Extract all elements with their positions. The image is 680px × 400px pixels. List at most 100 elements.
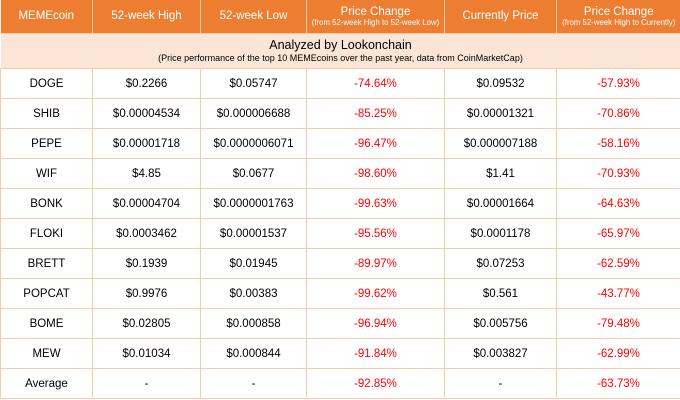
change-high-to-current: -57.93% (556, 68, 680, 99)
change-high-to-low: -74.64% (306, 68, 445, 99)
table-body: DOGE $0.2266 $0.05747 -74.64% $0.09532 -… (0, 68, 680, 399)
col-header-label: Price Change (583, 5, 654, 18)
current-price: $0.003827 (444, 338, 557, 369)
change-high-to-low: -96.94% (306, 308, 445, 339)
change-high-to-low: -98.60% (306, 158, 445, 189)
analysis-note: (Price performance of the top 10 MEMEcoi… (158, 53, 523, 64)
table-row-bome: BOME $0.02805 $0.000858 -96.94% $0.00575… (0, 308, 680, 339)
col-header-sublabel: (from 52-week High to Currently) (562, 17, 676, 27)
table-row-popcat: POPCAT $0.9976 $0.00383 -99.62% $0.561 -… (0, 278, 680, 309)
change-high-to-low: -85.25% (306, 98, 445, 129)
current-price: $1.41 (444, 158, 557, 189)
col-header-label: Price Change (340, 5, 411, 18)
table-row-shib: SHIB $0.00004534 $0.000006688 -85.25% $0… (0, 98, 680, 129)
change-high-to-current: -62.99% (556, 338, 680, 369)
low-value: $0.01945 (200, 248, 307, 279)
current-price: $0.09532 (444, 68, 557, 99)
coin-name: MEW (0, 338, 93, 369)
change-high-to-low: -92.85% (306, 368, 445, 399)
col-header-label: 52-week High (111, 9, 182, 22)
current-price: $0.000007188 (444, 128, 557, 159)
col-header-label: 52-week Low (219, 9, 288, 22)
subtitle-cell: Analyzed by Lookonchain (Price performan… (0, 33, 680, 69)
col-header-sublabel: (from 52-week High to 52-week Low) (311, 17, 440, 27)
coin-name: SHIB (0, 98, 93, 129)
change-high-to-current: -43.77% (556, 278, 680, 309)
high-value: $0.0003462 (92, 218, 201, 249)
current-price: $0.00001321 (444, 98, 557, 129)
coin-name: BRETT (0, 248, 93, 279)
high-value: $0.02805 (92, 308, 201, 339)
low-value: $0.00383 (200, 278, 307, 309)
header-row: MEMEcoin 52-week High 52-week Low Price … (0, 0, 680, 34)
high-value: $4.85 (92, 158, 201, 189)
table-header: MEMEcoin 52-week High 52-week Low Price … (0, 0, 680, 69)
coin-name: POPCAT (0, 278, 93, 309)
col-header-price-change-high-to-currently: Price Change (from 52-week High to Curre… (556, 0, 680, 34)
high-value: $0.01034 (92, 338, 201, 369)
low-value: $0.0000001763 (200, 188, 307, 219)
col-header-52-week-low: 52-week Low (200, 0, 307, 34)
change-high-to-low: -99.62% (306, 278, 445, 309)
table-row-average: Average - - -92.85% - -63.73% (0, 368, 680, 399)
change-high-to-low: -95.56% (306, 218, 445, 249)
change-high-to-current: -63.73% (556, 368, 680, 399)
change-high-to-low: -96.47% (306, 128, 445, 159)
low-value: $0.000858 (200, 308, 307, 339)
change-high-to-current: -62.59% (556, 248, 680, 279)
change-high-to-current: -65.97% (556, 218, 680, 249)
high-value: - (92, 368, 201, 399)
low-value: $0.00001537 (200, 218, 307, 249)
current-price: $0.005756 (444, 308, 557, 339)
change-high-to-current: -58.16% (556, 128, 680, 159)
low-value: $0.000844 (200, 338, 307, 369)
change-high-to-low: -91.84% (306, 338, 445, 369)
high-value: $0.00001718 (92, 128, 201, 159)
table-row-mew: MEW $0.01034 $0.000844 -91.84% $0.003827… (0, 338, 680, 369)
high-value: $0.00004534 (92, 98, 201, 129)
col-header-price-change-high-to-low: Price Change (from 52-week High to 52-we… (306, 0, 445, 34)
col-header-currently-price: Currently Price (444, 0, 557, 34)
current-price: $0.07253 (444, 248, 557, 279)
table-row-doge: DOGE $0.2266 $0.05747 -74.64% $0.09532 -… (0, 68, 680, 99)
change-high-to-current: -64.63% (556, 188, 680, 219)
change-high-to-current: -70.86% (556, 98, 680, 129)
current-price: $0.561 (444, 278, 557, 309)
low-value: - (200, 368, 307, 399)
change-high-to-current: -70.93% (556, 158, 680, 189)
analysis-title: Analyzed by Lookonchain (269, 38, 412, 53)
table-row-floki: FLOKI $0.0003462 $0.00001537 -95.56% $0.… (0, 218, 680, 249)
col-header-label: Currently Price (462, 9, 539, 22)
coin-name: BOME (0, 308, 93, 339)
coin-name: BONK (0, 188, 93, 219)
coin-name: Average (0, 368, 93, 399)
change-high-to-low: -89.97% (306, 248, 445, 279)
current-price: $0.0001178 (444, 218, 557, 249)
high-value: $0.2266 (92, 68, 201, 99)
change-high-to-current: -79.48% (556, 308, 680, 339)
low-value: $0.0000006071 (200, 128, 307, 159)
table-row-pepe: PEPE $0.00001718 $0.0000006071 -96.47% $… (0, 128, 680, 159)
current-price: $0.00001664 (444, 188, 557, 219)
table-row-bonk: BONK $0.00004704 $0.0000001763 -99.63% $… (0, 188, 680, 219)
coin-name: FLOKI (0, 218, 93, 249)
coin-name: PEPE (0, 128, 93, 159)
current-price: - (444, 368, 557, 399)
high-value: $0.00004704 (92, 188, 201, 219)
change-high-to-low: -99.63% (306, 188, 445, 219)
table-row-wif: WIF $4.85 $0.0677 -98.60% $1.41 -70.93% (0, 158, 680, 189)
table-row-brett: BRETT $0.1939 $0.01945 -89.97% $0.07253 … (0, 248, 680, 279)
subtitle-band: Analyzed by Lookonchain (Price performan… (0, 33, 680, 69)
low-value: $0.0677 (200, 158, 307, 189)
high-value: $0.9976 (92, 278, 201, 309)
col-header-memecoin: MEMEcoin (0, 0, 93, 34)
col-header-52-week-high: 52-week High (92, 0, 201, 34)
col-header-label: MEMEcoin (18, 9, 75, 22)
coin-name: DOGE (0, 68, 93, 99)
high-value: $0.1939 (92, 248, 201, 279)
low-value: $0.000006688 (200, 98, 307, 129)
low-value: $0.05747 (200, 68, 307, 99)
coin-name: WIF (0, 158, 93, 189)
